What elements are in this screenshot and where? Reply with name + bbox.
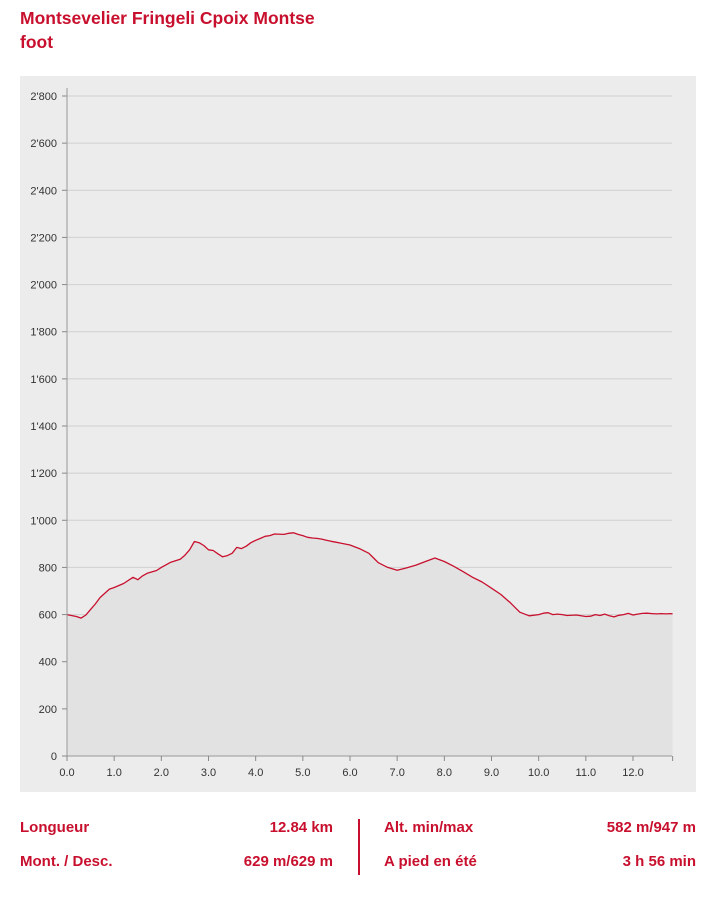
y-tick-label: 1'800 xyxy=(30,327,57,339)
elevation-profile-panel: 0 200 400 600 800 1'000 1'200 1'400 1'600 1'800 2'… xyxy=(20,76,696,792)
y-tick-label: 400 xyxy=(39,657,57,669)
y-tick-label: 2'200 xyxy=(30,232,57,244)
route-title-line-2: foot xyxy=(20,32,54,52)
walking-time-label: A pied en été xyxy=(384,853,477,870)
x-tick-label: 3.0 xyxy=(201,767,216,779)
elevation-line xyxy=(66,532,673,619)
x-tick-label: 8.0 xyxy=(437,767,452,779)
length-label: Longueur xyxy=(20,819,90,836)
x-tick-label: 11.0 xyxy=(576,767,597,779)
y-tick-label: 1'000 xyxy=(30,515,57,527)
ascent-descent-value: 629 m/629 m xyxy=(243,853,333,870)
x-tick-label: 12.0 xyxy=(622,767,643,779)
y-tick-label: 1'200 xyxy=(30,468,57,480)
x-tick-label: 10.0 xyxy=(528,767,549,779)
route-title-line-1: Montsevelier Fringeli Cpoix Montse xyxy=(20,8,315,28)
y-tick-label: 2'400 xyxy=(30,185,57,197)
route-title: Montsevelier Fringeli Cpoix Montse foot xyxy=(20,6,540,54)
length-value: 12.84 km xyxy=(269,819,333,836)
altitude-min-max-label: Alt. min/max xyxy=(384,819,474,836)
y-tick-label: 2'800 xyxy=(30,91,57,103)
x-tick-label: 4.0 xyxy=(248,767,263,779)
route-stats: Longueur 12.84 km Mont. / Desc. 629 m/62… xyxy=(20,815,696,875)
y-tick-label: 1'600 xyxy=(30,374,57,386)
x-tick-label: 9.0 xyxy=(484,767,499,779)
altitude-min-max-value: 582 m/947 m xyxy=(606,819,696,836)
y-tick-label: 200 xyxy=(39,704,57,716)
y-tick-label: 600 xyxy=(39,610,57,622)
elevation-profile-chart: 0 200 400 600 800 1'000 1'200 1'400 1'600 1'800 2'… xyxy=(30,88,674,779)
stats-divider xyxy=(358,819,360,875)
x-tick-label: 1.0 xyxy=(107,767,122,779)
x-tick-label: 7.0 xyxy=(390,767,405,779)
elevation-area xyxy=(67,532,673,756)
x-tick-label: 5.0 xyxy=(295,767,310,779)
ascent-descent-label: Mont. / Desc. xyxy=(20,853,113,870)
x-tick-label: 6.0 xyxy=(342,767,357,779)
y-tick-label: 0 xyxy=(51,751,57,763)
y-tick-label: 1'400 xyxy=(30,421,57,433)
y-tick-label: 800 xyxy=(39,562,57,574)
y-tick-label: 2'000 xyxy=(30,280,57,292)
x-tick-label: 0.0 xyxy=(59,767,74,779)
y-tick-label: 2'600 xyxy=(30,138,57,150)
walking-time-value: 3 h 56 min xyxy=(622,853,696,870)
x-tick-label: 2.0 xyxy=(154,767,169,779)
